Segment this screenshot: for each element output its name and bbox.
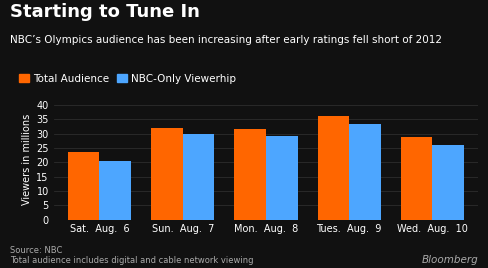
Bar — [401, 137, 432, 220]
Bar — [183, 135, 214, 220]
Bar — [266, 136, 298, 220]
Bar — [100, 161, 131, 220]
Legend: Total Audience, NBC-Only Viewerhip: Total Audience, NBC-Only Viewerhip — [15, 69, 240, 88]
Text: Starting to Tune In: Starting to Tune In — [10, 3, 200, 21]
Bar — [349, 124, 381, 220]
Bar — [234, 129, 266, 220]
Bar — [151, 128, 183, 220]
Bar — [68, 152, 100, 220]
Text: Source: NBC
Total audience includes digital and cable network viewing: Source: NBC Total audience includes digi… — [10, 246, 253, 265]
Text: Bloomberg: Bloomberg — [422, 255, 478, 265]
Bar — [432, 144, 464, 220]
Y-axis label: Viewers in millions: Viewers in millions — [22, 114, 32, 205]
Bar — [318, 116, 349, 220]
Text: NBC’s Olympics audience has been increasing after early ratings fell short of 20: NBC’s Olympics audience has been increas… — [10, 35, 442, 45]
